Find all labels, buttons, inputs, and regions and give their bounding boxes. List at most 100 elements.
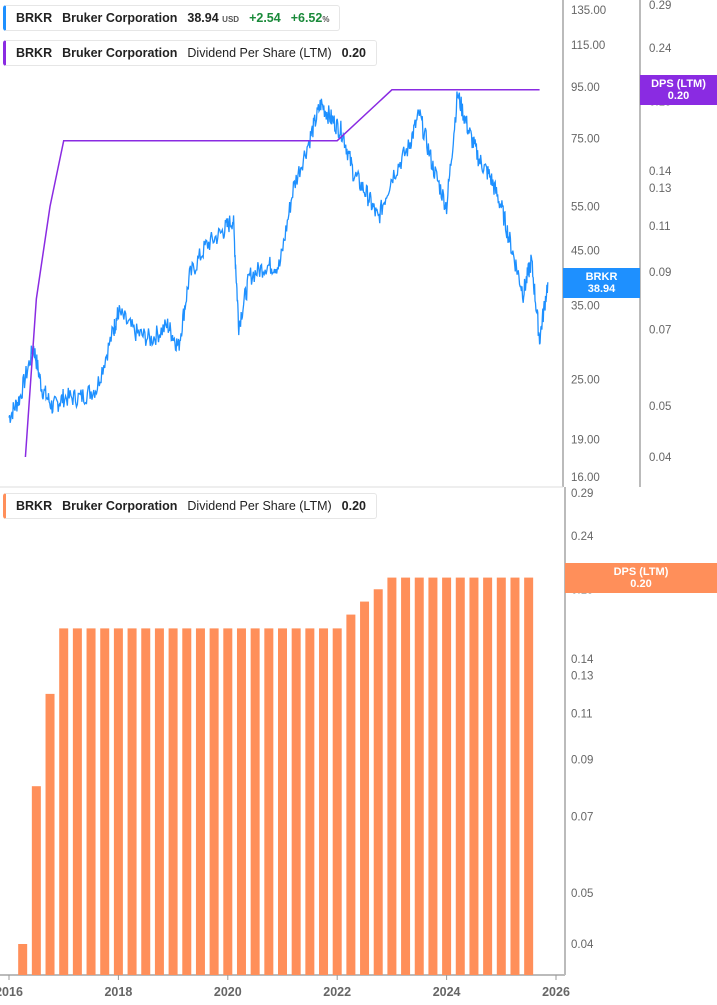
dps-bottom-tick-label: 0.07 [571, 812, 593, 824]
dps-tag-label: DPS (LTM) [651, 78, 706, 90]
dps-bar [496, 577, 506, 975]
dps-bar [414, 577, 424, 975]
dps-tag-label: DPS (LTM) [613, 566, 669, 578]
legend-change-pct: +6.52 [290, 11, 323, 25]
x-tick-label: 2026 [542, 985, 570, 999]
dps-tick-label: 0.24 [649, 43, 672, 55]
dps-bar [113, 628, 123, 975]
dps-bar [168, 628, 178, 975]
x-tick-label: 2024 [433, 985, 461, 999]
dps-bar [154, 628, 164, 975]
legend-company: Bruker Corporation [62, 499, 178, 513]
dps-legend-top[interactable]: BRKR Bruker Corporation Dividend Per Sha… [3, 40, 378, 66]
dps-bar [264, 628, 274, 975]
dps-bar [524, 577, 534, 975]
dps-tag-value: 0.20 [630, 578, 652, 590]
dps-bar [236, 628, 246, 975]
price-tick-label: 45.00 [571, 246, 600, 258]
price-legend[interactable]: BRKR Bruker Corporation 38.94 USD +2.54 … [3, 5, 341, 31]
dps-bar [45, 693, 55, 975]
price-tag-value: 38.94 [587, 283, 616, 295]
dps-bottom-tick-label: 0.14 [571, 654, 594, 666]
dps-tick-label: 0.04 [649, 452, 672, 464]
dps-bar [428, 577, 438, 975]
dps-bar [100, 628, 110, 975]
legend-pct-sign: % [322, 15, 330, 24]
dps-bar [31, 786, 41, 975]
dps-bottom-tick-label: 0.29 [571, 488, 593, 500]
dps-bar [346, 614, 356, 975]
price-tag-label: BRKR [585, 271, 618, 283]
dps-bar [305, 628, 315, 975]
dps-bottom-tick-label: 0.24 [571, 531, 594, 543]
dps-bar [373, 589, 383, 975]
dps-bar [401, 577, 411, 975]
dps-bar [209, 628, 219, 975]
dps-bar [141, 628, 151, 975]
legend-ticker: BRKR [16, 499, 53, 513]
legend-ticker: BRKR [16, 11, 53, 25]
price-tick-label: 55.00 [571, 202, 600, 214]
legend-company: Bruker Corporation [62, 46, 178, 60]
dps-tag-value: 0.20 [667, 90, 690, 102]
dps-bar [195, 628, 205, 975]
dps-tick-label: 0.14 [649, 166, 672, 178]
dps-bottom-tick-label: 0.13 [571, 671, 593, 683]
dps-bottom-tick-label: 0.09 [571, 754, 593, 766]
dps-bar [18, 944, 28, 975]
dps-tag-bottom: DPS (LTM) 0.20 [565, 563, 717, 593]
dps-bar [332, 628, 342, 975]
legend-price-group: 38.94 USD [187, 11, 239, 25]
dps-bottom-tick-label: 0.04 [571, 939, 594, 951]
x-tick-label: 2022 [323, 985, 351, 999]
dps-bar [250, 628, 260, 975]
dps-bar [291, 628, 301, 975]
dps-bar [387, 577, 397, 975]
dps-bottom-tick-label: 0.05 [571, 888, 593, 900]
legend-value: 0.20 [341, 499, 367, 513]
dps-tick-label: 0.07 [649, 324, 671, 336]
dps-line [24, 89, 540, 458]
legend-currency: USD [222, 15, 240, 24]
x-tick-label: 2018 [104, 985, 132, 999]
legend-metric: Dividend Per Share (LTM) [187, 499, 332, 513]
dps-bar [360, 601, 370, 975]
dps-bar [278, 628, 287, 975]
dps-bottom-tick-label: 0.11 [571, 709, 593, 721]
price-tick-label: 35.00 [571, 301, 600, 313]
dps-bar [72, 628, 82, 975]
dps-tag-top: DPS (LTM) 0.20 [640, 75, 717, 105]
dps-tick-label: 0.05 [649, 401, 671, 413]
legend-metric: Dividend Per Share (LTM) [187, 46, 332, 60]
legend-price: 38.94 [187, 11, 219, 25]
price-tick-label: 115.00 [571, 40, 605, 52]
price-tick-label: 19.00 [571, 434, 600, 446]
dps-bar [455, 577, 465, 975]
price-tick-label: 75.00 [571, 134, 600, 146]
legend-change-pct-group: +6.52% [291, 11, 330, 25]
dps-tick-label: 0.13 [649, 183, 671, 195]
price-tick-label: 95.00 [571, 82, 600, 94]
price-line [8, 91, 549, 423]
legend-ticker: BRKR [16, 46, 53, 60]
price-tick-label: 25.00 [571, 374, 600, 386]
dps-tick-label: 0.09 [649, 267, 671, 279]
dps-bar [223, 628, 233, 975]
x-tick-label: 2020 [214, 985, 242, 999]
dps-bar [319, 628, 329, 975]
dps-tick-label: 0.11 [649, 221, 671, 233]
dps-bar [86, 628, 96, 975]
price-tick-label: 16.00 [571, 472, 600, 484]
dps-bar [442, 577, 452, 975]
legend-company: Bruker Corporation [62, 11, 178, 25]
x-tick-label: 2016 [0, 985, 23, 999]
dps-bar [59, 628, 69, 975]
price-tag: BRKR 38.94 [563, 268, 640, 298]
legend-change: +2.54 [249, 11, 281, 25]
dps-legend-bottom[interactable]: BRKR Bruker Corporation Dividend Per Sha… [3, 493, 378, 519]
dps-bar [182, 628, 192, 975]
dps-tick-label: 0.29 [649, 0, 671, 12]
dps-bar [510, 577, 520, 975]
dps-bar [469, 577, 479, 975]
